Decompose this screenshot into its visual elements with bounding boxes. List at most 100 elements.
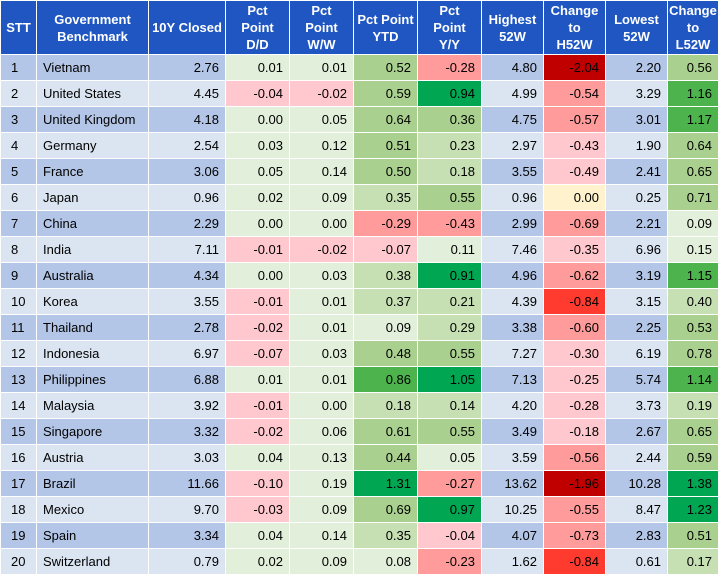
cell-10y-closed: 6.97 bbox=[148, 340, 226, 367]
cell-pct-point-yy: 0.55 bbox=[417, 184, 482, 211]
cell-pct-point-yy: 0.97 bbox=[417, 496, 482, 523]
cell-change-to-h52w: -0.57 bbox=[543, 106, 606, 133]
cell-stt: 3 bbox=[0, 106, 37, 133]
header-text: L52W bbox=[675, 37, 711, 52]
cell-change-to-h52w: -0.18 bbox=[543, 418, 606, 445]
cell-pct-point-yy: 0.29 bbox=[417, 314, 482, 341]
cell-pct-point-dd: 0.05 bbox=[225, 158, 290, 185]
cell-pct-point-ytd: 0.09 bbox=[353, 314, 418, 341]
cell-change-to-l52w: 1.17 bbox=[667, 106, 719, 133]
cell-pct-point-yy: -0.43 bbox=[417, 210, 482, 237]
cell-stt: 12 bbox=[0, 340, 37, 367]
cell-lowest-52w: 0.25 bbox=[605, 184, 668, 211]
cell-10y-closed: 2.54 bbox=[148, 132, 226, 159]
cell-pct-point-yy: 0.55 bbox=[417, 340, 482, 367]
cell-change-to-h52w: -0.69 bbox=[543, 210, 606, 237]
cell-10y-closed: 3.06 bbox=[148, 158, 226, 185]
cell-pct-point-ww: 0.03 bbox=[289, 340, 354, 367]
cell-10y-closed: 3.32 bbox=[148, 418, 226, 445]
header-row: STT Government Benchmark 10Y Closed Pct Point… bbox=[0, 0, 719, 55]
cell-change-to-h52w: -2.04 bbox=[543, 54, 606, 81]
cell-stt: 15 bbox=[0, 418, 37, 445]
cell-highest-52w: 2.99 bbox=[481, 210, 544, 237]
cell-lowest-52w: 8.47 bbox=[605, 496, 668, 523]
cell-highest-52w: 3.49 bbox=[481, 418, 544, 445]
table-row: 3 United Kingdom 4.18 0.00 0.05 0.64 0.36 4.75-… bbox=[0, 106, 719, 133]
cell-lowest-52w: 2.21 bbox=[605, 210, 668, 237]
table-row: 8 India 7.11 -0.01 -0.02 -0.07 0.11 7.46 -0.35 6.… bbox=[0, 236, 719, 263]
cell-10y-closed: 2.29 bbox=[148, 210, 226, 237]
cell-change-to-h52w: -1.96 bbox=[543, 470, 606, 497]
cell-change-to-h52w: -0.28 bbox=[543, 392, 606, 419]
header-pct-point-dd: Pct Point D/D bbox=[225, 0, 290, 55]
cell-pct-point-yy: -0.28 bbox=[417, 54, 482, 81]
header-lowest-52w: Lowest 52W bbox=[605, 0, 668, 55]
header-text: Point bbox=[433, 20, 466, 35]
cell-pct-point-yy: 0.21 bbox=[417, 288, 482, 315]
cell-pct-point-ytd: 0.35 bbox=[353, 184, 418, 211]
header-text: Change bbox=[669, 3, 717, 18]
cell-pct-point-ww: -0.02 bbox=[289, 236, 354, 263]
cell-highest-52w: 4.96 bbox=[481, 262, 544, 289]
cell-government-benchmark: Vietnam bbox=[36, 54, 149, 81]
cell-pct-point-yy: 0.55 bbox=[417, 418, 482, 445]
cell-pct-point-ytd: -0.29 bbox=[353, 210, 418, 237]
table-body: 1 Vietnam 2.76 0.01 0.01 0.52 -0.28 4.80 -2.04 2.… bbox=[0, 54, 719, 575]
cell-change-to-l52w: 1.14 bbox=[667, 366, 719, 393]
header-text: 52W bbox=[623, 28, 650, 44]
cell-pct-point-ww: 0.01 bbox=[289, 54, 354, 81]
cell-stt: 6 bbox=[0, 184, 37, 211]
header-text: D/D bbox=[246, 37, 269, 52]
cell-change-to-h52w: -0.84 bbox=[543, 548, 606, 575]
cell-government-benchmark: France bbox=[36, 158, 149, 185]
cell-stt: 11 bbox=[0, 314, 37, 341]
cell-pct-point-yy: 0.23 bbox=[417, 132, 482, 159]
cell-pct-point-ww: 0.09 bbox=[289, 184, 354, 211]
cell-pct-point-ytd: 0.35 bbox=[353, 522, 418, 549]
table-row: 16 Austria 3.03 0.04 0.13 0.44 0.05 3.59 -0.56 2.… bbox=[0, 444, 719, 471]
cell-highest-52w: 2.97 bbox=[481, 132, 544, 159]
cell-government-benchmark: Malaysia bbox=[36, 392, 149, 419]
cell-lowest-52w: 3.73 bbox=[605, 392, 668, 419]
cell-lowest-52w: 10.28 bbox=[605, 470, 668, 497]
cell-10y-closed: 3.34 bbox=[148, 522, 226, 549]
cell-stt: 7 bbox=[0, 210, 37, 237]
cell-change-to-l52w: 0.17 bbox=[667, 548, 719, 575]
cell-change-to-h52w: -0.56 bbox=[543, 444, 606, 471]
cell-government-benchmark: United States bbox=[36, 80, 149, 107]
cell-pct-point-dd: -0.02 bbox=[225, 314, 290, 341]
cell-pct-point-yy: 0.05 bbox=[417, 444, 482, 471]
cell-change-to-h52w: -0.84 bbox=[543, 288, 606, 315]
header-text: Pct bbox=[439, 3, 460, 18]
cell-pct-point-ww: 0.14 bbox=[289, 522, 354, 549]
cell-government-benchmark: Indonesia bbox=[36, 340, 149, 367]
cell-highest-52w: 10.25 bbox=[481, 496, 544, 523]
cell-change-to-h52w: 0.00 bbox=[543, 184, 606, 211]
cell-pct-point-ytd: 0.38 bbox=[353, 262, 418, 289]
cell-stt: 14 bbox=[0, 392, 37, 419]
cell-pct-point-ytd: 0.69 bbox=[353, 496, 418, 523]
cell-10y-closed: 7.11 bbox=[148, 236, 226, 263]
cell-pct-point-ytd: 1.31 bbox=[353, 470, 418, 497]
cell-highest-52w: 3.55 bbox=[481, 158, 544, 185]
cell-pct-point-ytd: 0.50 bbox=[353, 158, 418, 185]
cell-pct-point-dd: 0.01 bbox=[225, 366, 290, 393]
cell-change-to-h52w: -0.60 bbox=[543, 314, 606, 341]
cell-highest-52w: 4.20 bbox=[481, 392, 544, 419]
header-text: Pct Point bbox=[357, 11, 414, 27]
cell-pct-point-dd: 0.01 bbox=[225, 54, 290, 81]
cell-change-to-h52w: -0.43 bbox=[543, 132, 606, 159]
header-text: Y/Y bbox=[439, 37, 460, 52]
cell-pct-point-ww: 0.12 bbox=[289, 132, 354, 159]
cell-stt: 17 bbox=[0, 470, 37, 497]
header-pct-point-ytd: Pct Point YTD bbox=[353, 0, 418, 55]
cell-government-benchmark: Australia bbox=[36, 262, 149, 289]
table-row: 17 Brazil 11.66 -0.10 0.19 1.31 -0.27 13.62 -1.9… bbox=[0, 470, 719, 497]
cell-pct-point-yy: 0.94 bbox=[417, 80, 482, 107]
cell-change-to-l52w: 1.15 bbox=[667, 262, 719, 289]
cell-pct-point-yy: -0.04 bbox=[417, 522, 482, 549]
cell-highest-52w: 4.75 bbox=[481, 106, 544, 133]
header-text: Point bbox=[305, 20, 338, 35]
cell-stt: 4 bbox=[0, 132, 37, 159]
header-text: Government bbox=[54, 11, 131, 27]
